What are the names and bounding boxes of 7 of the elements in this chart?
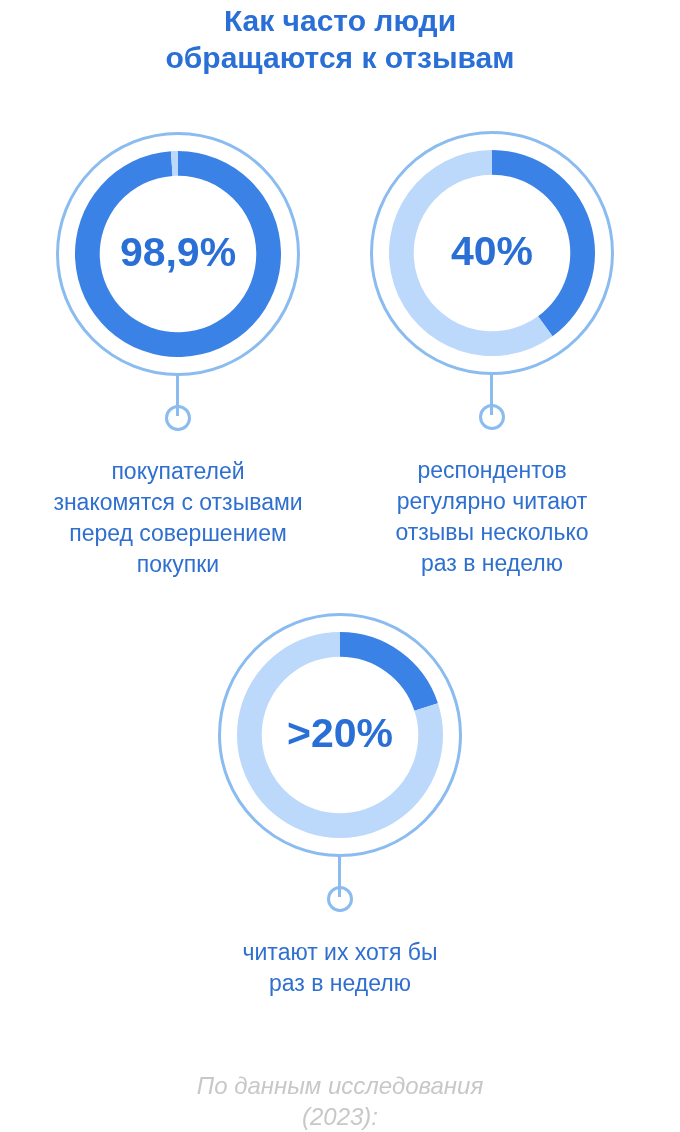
data-label: >20% (286, 710, 394, 757)
data-label: 40% (450, 228, 534, 275)
text: покупателей знакомятся с отзывами перед совершением покупки (52, 457, 304, 579)
chart-title: Как часто люди обращаются к отзывам (164, 3, 516, 76)
text: респондентов регулярно читают отзывы несколько раз в неделю (394, 456, 590, 578)
text: читают их хотя бы раз в неделю (241, 938, 439, 998)
data-label: 98,9% (119, 229, 237, 276)
